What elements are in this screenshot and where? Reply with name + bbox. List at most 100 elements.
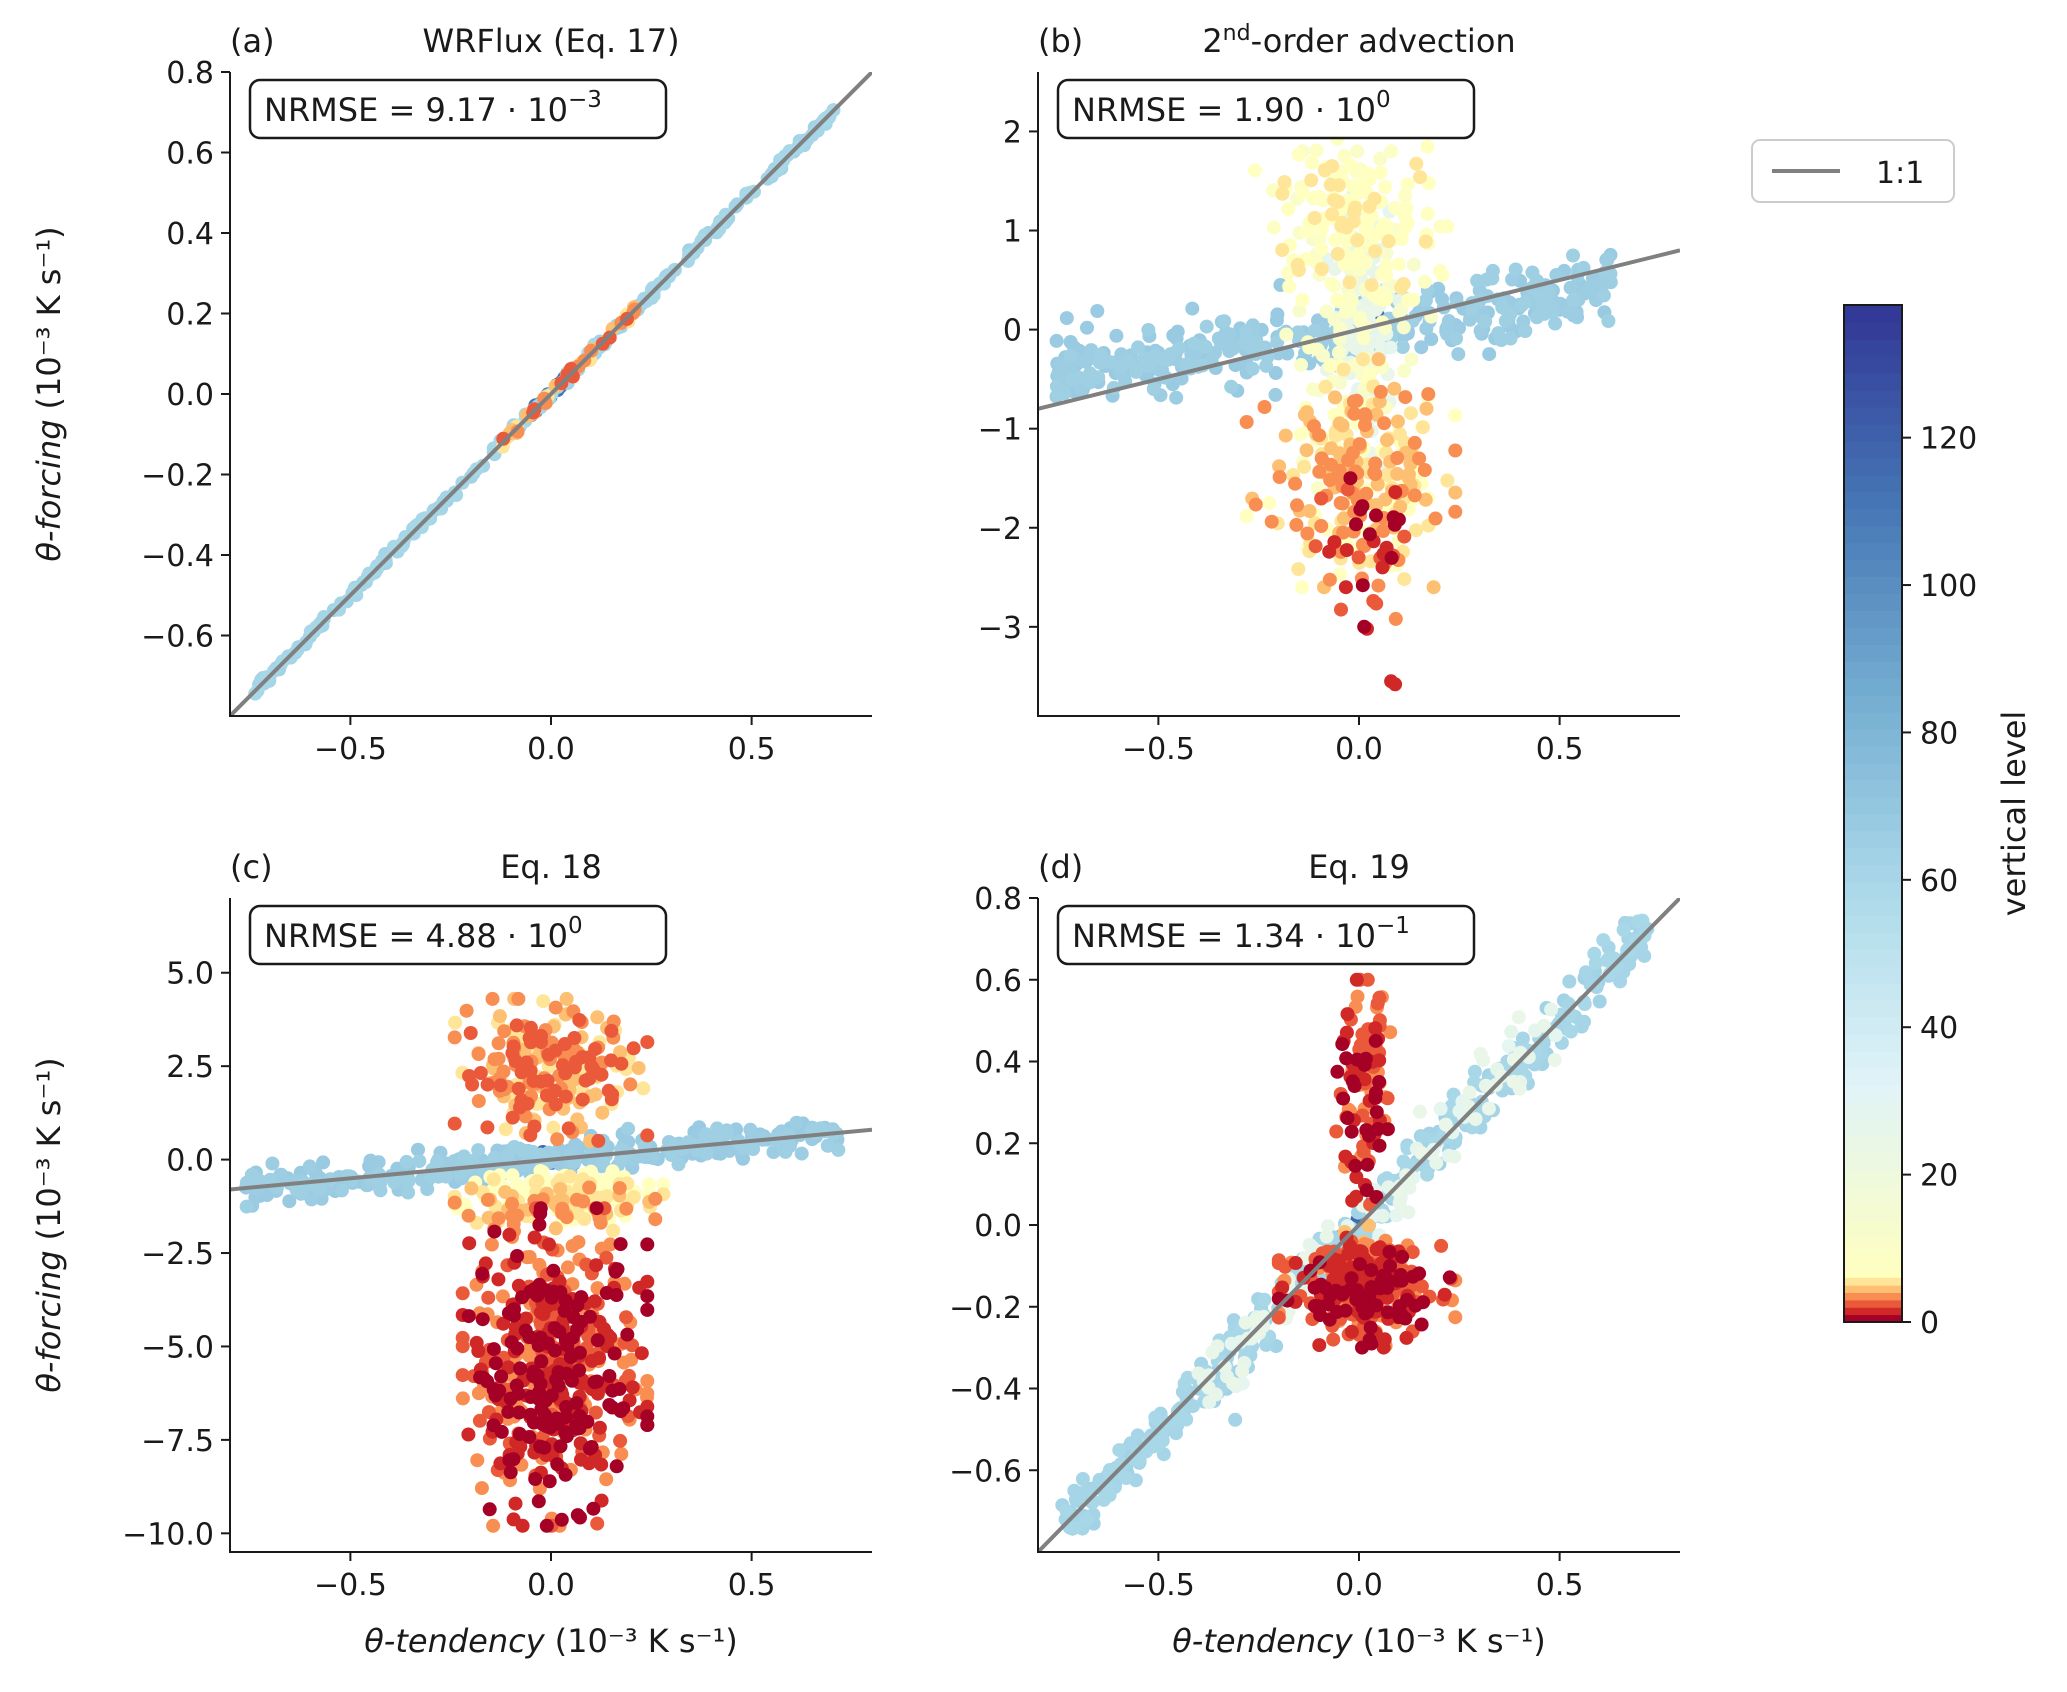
one-to-one-line (230, 72, 872, 716)
scatter-point (1601, 314, 1616, 328)
x-tick-label: 0.5 (728, 732, 776, 767)
scatter-point (1314, 491, 1329, 506)
panel-a: −0.5 0.0 0.5 −0.6 −0.4 −0.2 0.0 0.2 0.4 0.6 0.8 (a)… (30, 22, 872, 767)
scatter-point (613, 1404, 628, 1419)
scatter-point (590, 1516, 605, 1531)
scatter-point (1420, 1167, 1435, 1182)
scatter-point (1426, 580, 1441, 595)
colorbar-segment (1844, 1101, 1902, 1120)
scatter-point (575, 1376, 590, 1391)
scatter-point (1369, 1085, 1383, 1100)
scatter-point (1339, 1025, 1354, 1040)
nrmse-exponent: −1 (1376, 913, 1410, 939)
colorbar-segment (1844, 762, 1902, 781)
scatter-point (1379, 1271, 1394, 1286)
scatter-point (1278, 428, 1293, 443)
colorbar: 0 20 40 60 80 100 120 vertical level (1843, 304, 2033, 1341)
scatter-point (1366, 594, 1381, 608)
scatter-point (463, 1026, 478, 1040)
scatter-point (515, 1143, 530, 1157)
colorbar-segment (1844, 949, 1902, 967)
scatter-point (461, 1208, 476, 1223)
scatter-point (481, 1210, 496, 1225)
scatter-point (699, 1146, 714, 1161)
scatter-point (1272, 470, 1287, 484)
scatter-point (1275, 1280, 1290, 1295)
scatter-point (1548, 316, 1563, 331)
scatter-point (648, 1212, 663, 1227)
scatter-point (1361, 1218, 1376, 1233)
scatter-point (570, 1508, 585, 1523)
scatter-point (553, 1182, 568, 1196)
scatter-point (401, 1185, 416, 1200)
scatter-point (1476, 1053, 1491, 1068)
panel-title: Eq. 18 (500, 848, 602, 886)
scatter-point (572, 1363, 587, 1378)
scatter-point (1075, 1472, 1090, 1486)
scatter-point (459, 1003, 474, 1018)
scatter-point (609, 1459, 624, 1474)
scatter-point (411, 1142, 425, 1157)
scatter-point (743, 1122, 758, 1137)
scatter-point (1328, 390, 1342, 405)
plot-area (1038, 131, 1680, 692)
scatter-point (1401, 467, 1416, 482)
scatter-point (1381, 234, 1396, 249)
scatter-point (1368, 1033, 1383, 1048)
scatter-point (1548, 1028, 1563, 1043)
scatter-point (513, 1361, 528, 1376)
y-tick-label: 0.4 (974, 1046, 1022, 1081)
panel-label: (a) (230, 22, 275, 60)
scatter-point (1373, 165, 1388, 180)
scatter-point (1396, 320, 1411, 335)
scatter-point (544, 1388, 559, 1403)
scatter-point (1414, 1317, 1429, 1332)
scatter-point (596, 1155, 611, 1170)
scatter-point (493, 1078, 508, 1093)
scatter-point (1177, 1376, 1192, 1391)
scatter-point (1343, 158, 1358, 173)
scatter-point (491, 1211, 506, 1226)
colorbar-segment (1844, 660, 1902, 679)
scatter-point (531, 1494, 546, 1509)
scatter-point (1566, 293, 1580, 308)
scatter-point (550, 1457, 565, 1472)
scatter-point (613, 1433, 628, 1448)
scatter-point (1378, 292, 1393, 307)
scatter-point (1575, 1017, 1589, 1032)
scatter-point (533, 1201, 548, 1216)
scatter-point (1440, 219, 1455, 234)
scatter-point (1448, 485, 1463, 500)
colorbar-segment (1844, 1016, 1902, 1035)
scatter-point (547, 1321, 562, 1336)
scatter-point (1364, 1336, 1379, 1351)
scatter-point (1363, 1320, 1378, 1335)
scatter-point (1225, 336, 1240, 351)
scatter-point (548, 1000, 563, 1015)
scatter-point (1329, 1124, 1344, 1139)
scatter-point (1350, 1052, 1365, 1067)
x-tick-label: 0.0 (1335, 732, 1383, 767)
colorbar-segment (1844, 508, 1902, 527)
scatter-point (1379, 246, 1394, 261)
scatter-point (1103, 355, 1118, 370)
scatter-point (469, 1335, 484, 1350)
scatter-point (502, 1227, 517, 1242)
panel-title: WRFlux (Eq. 17) (422, 22, 679, 60)
scatter-point (588, 1087, 603, 1102)
scatter-point (1323, 473, 1338, 487)
scatter-point (1324, 457, 1338, 472)
scatter-point (461, 1427, 476, 1442)
scatter-point (1392, 1310, 1407, 1324)
scatter-point (592, 1420, 607, 1435)
scatter-point (1375, 1208, 1390, 1223)
scatter-point (1494, 1069, 1509, 1084)
scatter-point (1451, 347, 1466, 362)
scatter-point (1384, 144, 1399, 159)
scatter-point (536, 994, 551, 1009)
scatter-point (645, 1149, 660, 1164)
scatter-point (487, 1224, 502, 1239)
y-tick-label: −0.4 (949, 1373, 1022, 1408)
scatter-point (1388, 485, 1403, 500)
scatter-point (1075, 1488, 1090, 1503)
